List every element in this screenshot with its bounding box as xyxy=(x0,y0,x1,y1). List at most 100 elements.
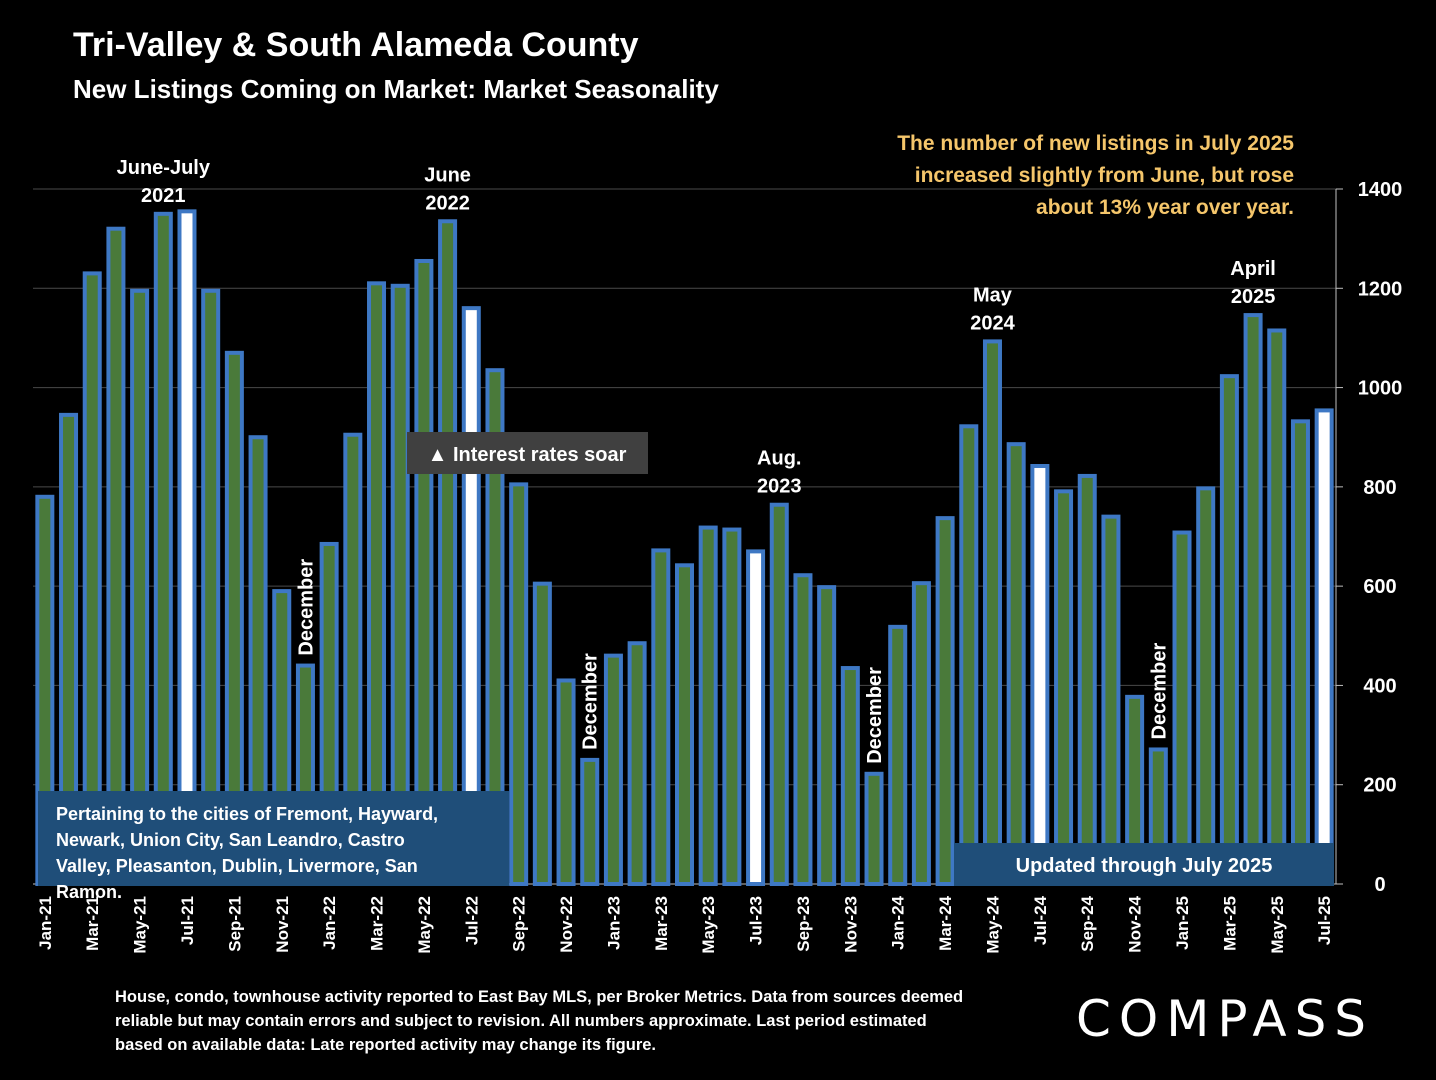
y-tick-label: 1000 xyxy=(1358,378,1403,400)
event-label: ▲ Interest rates soar xyxy=(428,444,627,466)
annotation-label: 2025 xyxy=(1231,286,1276,308)
x-tick-label: Nov-23 xyxy=(841,896,860,953)
bar-jul-21 xyxy=(177,209,197,886)
cities-note-line: Pertaining to the cities of Fremont, Hay… xyxy=(56,804,438,824)
cities-note-line: Ramon. xyxy=(56,882,122,902)
bar-feb-25 xyxy=(1196,486,1216,886)
bar-aug-24 xyxy=(1054,489,1074,886)
x-tick-label: Jul-21 xyxy=(178,896,197,945)
bar-jun-22 xyxy=(438,219,458,886)
bar-jan-25 xyxy=(1172,530,1192,886)
x-tick-label: Sep-22 xyxy=(510,896,529,952)
x-tick-label: Jan-22 xyxy=(320,896,339,950)
y-tick-label: 200 xyxy=(1363,775,1396,797)
updated-note: Updated through July 2025 xyxy=(1016,855,1273,877)
bar-dec-22 xyxy=(580,757,600,887)
y-tick-label: 1200 xyxy=(1358,278,1403,300)
x-tick-label: Jul-25 xyxy=(1315,896,1334,945)
x-tick-label: Nov-21 xyxy=(273,896,292,953)
bar-oct-23 xyxy=(817,585,837,887)
bar-feb-23 xyxy=(627,641,647,886)
annotation-label: 2023 xyxy=(757,476,802,498)
bar-sep-22 xyxy=(509,482,529,886)
bar-oct-24 xyxy=(1101,514,1121,887)
december-label: December xyxy=(864,667,886,764)
chart-title: Tri-Valley & South Alameda County xyxy=(73,26,639,64)
x-tick-label: Jul-22 xyxy=(462,896,481,945)
bar-aug-23 xyxy=(769,502,789,886)
bar-jun-21 xyxy=(153,211,173,887)
bar-jun-24 xyxy=(1006,442,1026,886)
bar-mar-23 xyxy=(651,548,671,887)
x-tick-label: Jan-24 xyxy=(889,895,908,949)
x-tick-label: May-24 xyxy=(983,895,1002,953)
annotation-label: Aug. xyxy=(757,448,801,470)
december-label: December xyxy=(580,653,602,750)
bar-sep-23 xyxy=(793,573,813,886)
bar-mar-24 xyxy=(935,516,955,886)
bar-may-24 xyxy=(982,339,1002,886)
x-tick-label: Jul-23 xyxy=(747,896,766,945)
y-tick-label: 1400 xyxy=(1358,179,1403,201)
annotation-label: June-July xyxy=(117,157,211,179)
bar-sep-24 xyxy=(1077,473,1097,886)
bar-apr-25 xyxy=(1243,313,1263,887)
y-tick-label: 400 xyxy=(1363,675,1396,697)
y-tick-label: 800 xyxy=(1363,477,1396,499)
x-tick-label: Nov-24 xyxy=(1126,895,1145,952)
annotation-label: 2022 xyxy=(425,192,470,214)
x-tick-label: Nov-22 xyxy=(557,896,576,953)
x-tick-label: Mar-25 xyxy=(1220,896,1239,951)
bar-apr-23 xyxy=(675,563,694,886)
x-tick-label: Mar-24 xyxy=(936,895,955,950)
y-tick-label: 600 xyxy=(1363,576,1396,598)
bar-mar-25 xyxy=(1219,374,1239,886)
bar-feb-24 xyxy=(911,581,931,887)
annotation-label: 2021 xyxy=(141,185,186,207)
bar-jun-23 xyxy=(722,527,742,886)
bar-chart: 0 200 400 600 800 1000 1200 1400 Jan-21 Mar-21 May… xyxy=(33,157,1403,954)
bar-may-25 xyxy=(1267,328,1287,887)
annotation-label: April xyxy=(1230,258,1276,280)
bar-nov-23 xyxy=(840,666,860,887)
bar-jan-23 xyxy=(603,653,623,887)
x-tick-label: Sep-24 xyxy=(1078,895,1097,951)
updated-note-box xyxy=(954,843,1334,886)
x-tick-label: Mar-23 xyxy=(652,896,671,951)
bar-apr-21 xyxy=(106,226,126,886)
y-tick-label: 0 xyxy=(1374,874,1385,896)
bar-dec-23 xyxy=(864,771,884,886)
x-tick-label: May-23 xyxy=(699,896,718,954)
x-tick-label: Mar-21 xyxy=(83,896,102,951)
bar-nov-22 xyxy=(556,678,576,887)
footnote: House, condo, townhouse activity reporte… xyxy=(115,988,964,1054)
x-tick-label: Mar-22 xyxy=(368,896,387,951)
bar-oct-22 xyxy=(532,581,552,886)
callout-text: The number of new listings in July 2025 … xyxy=(897,132,1294,219)
x-tick-label: Sep-21 xyxy=(225,896,244,952)
x-tick-label: May-22 xyxy=(415,896,434,954)
cities-note-box xyxy=(38,791,509,886)
cities-note-line: Newark, Union City, San Leandro, Castro xyxy=(56,830,405,850)
x-tick-label: Sep-23 xyxy=(794,896,813,952)
compass-logo: COMPASS xyxy=(1076,990,1375,1048)
bar-may-22 xyxy=(414,258,434,887)
december-label: December xyxy=(1148,643,1170,740)
x-tick-label: May-25 xyxy=(1268,896,1287,954)
bar-jan-24 xyxy=(888,624,908,886)
bar-jun-25 xyxy=(1290,419,1310,886)
event-label-box xyxy=(407,432,648,474)
bar-jul-24 xyxy=(1030,464,1050,886)
annotation-label: 2024 xyxy=(970,312,1015,334)
x-tick-label: Jul-24 xyxy=(1031,895,1050,945)
cities-note-line: Valley, Pleasanton, Dublin, Livermore, S… xyxy=(56,856,418,876)
annotation-label: June xyxy=(424,164,471,186)
annotation-label: May xyxy=(973,284,1013,306)
x-tick-label: May-21 xyxy=(131,896,150,954)
x-tick-label: Jan-21 xyxy=(36,896,55,950)
bar-jul-25 xyxy=(1314,408,1334,886)
bar-apr-24 xyxy=(959,424,979,886)
x-tick-label: Jan-25 xyxy=(1173,896,1192,950)
bar-jul-23 xyxy=(746,549,766,887)
bar-may-23 xyxy=(698,525,718,886)
